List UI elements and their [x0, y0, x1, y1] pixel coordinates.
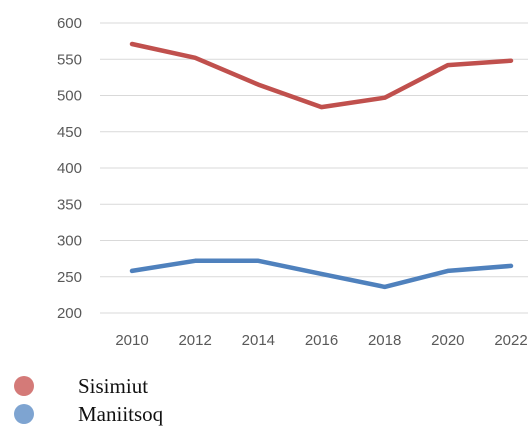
gridlines — [100, 22, 528, 314]
line-chart: 200 250 300 350 400 450 500 550 600 2010 2012 2014… — [57, 15, 528, 349]
y-tick-label: 600 — [57, 15, 82, 32]
x-tick-label: 2014 — [242, 332, 275, 349]
y-axis-tick-labels: 200 250 300 350 400 450 500 550 600 — [57, 15, 82, 322]
y-tick-label: 450 — [57, 124, 82, 141]
legend-marker-sisimiut — [14, 376, 34, 396]
y-tick-label: 350 — [57, 196, 82, 213]
y-tick-label: 400 — [57, 160, 82, 177]
x-tick-label: 2018 — [368, 332, 401, 349]
x-tick-label: 2012 — [178, 332, 211, 349]
y-tick-label: 500 — [57, 88, 82, 105]
legend-item-sisimiut: Sisimiut — [14, 372, 163, 400]
y-tick-label: 250 — [57, 269, 82, 286]
x-tick-label: 2020 — [431, 332, 464, 349]
series-line-sisimiut — [129, 41, 514, 110]
series-lines — [129, 41, 514, 290]
x-tick-label: 2022 — [494, 332, 527, 349]
x-axis-tick-labels: 2010 2012 2014 2016 2018 2020 2022 — [115, 332, 527, 349]
legend-item-maniitsoq: Maniitsoq — [14, 400, 163, 428]
y-tick-label: 300 — [57, 233, 82, 250]
legend-label-sisimiut: Sisimiut — [78, 373, 149, 398]
x-tick-label: 2010 — [115, 332, 148, 349]
legend-label-maniitsoq: Maniitsoq — [78, 401, 164, 426]
y-tick-label: 550 — [57, 51, 82, 68]
legend-marker-maniitsoq — [14, 404, 34, 424]
series-line-maniitsoq — [129, 258, 514, 290]
x-tick-label: 2016 — [305, 332, 338, 349]
y-tick-label: 200 — [57, 305, 82, 322]
legend: Sisimiut Maniitsoq — [14, 372, 163, 428]
